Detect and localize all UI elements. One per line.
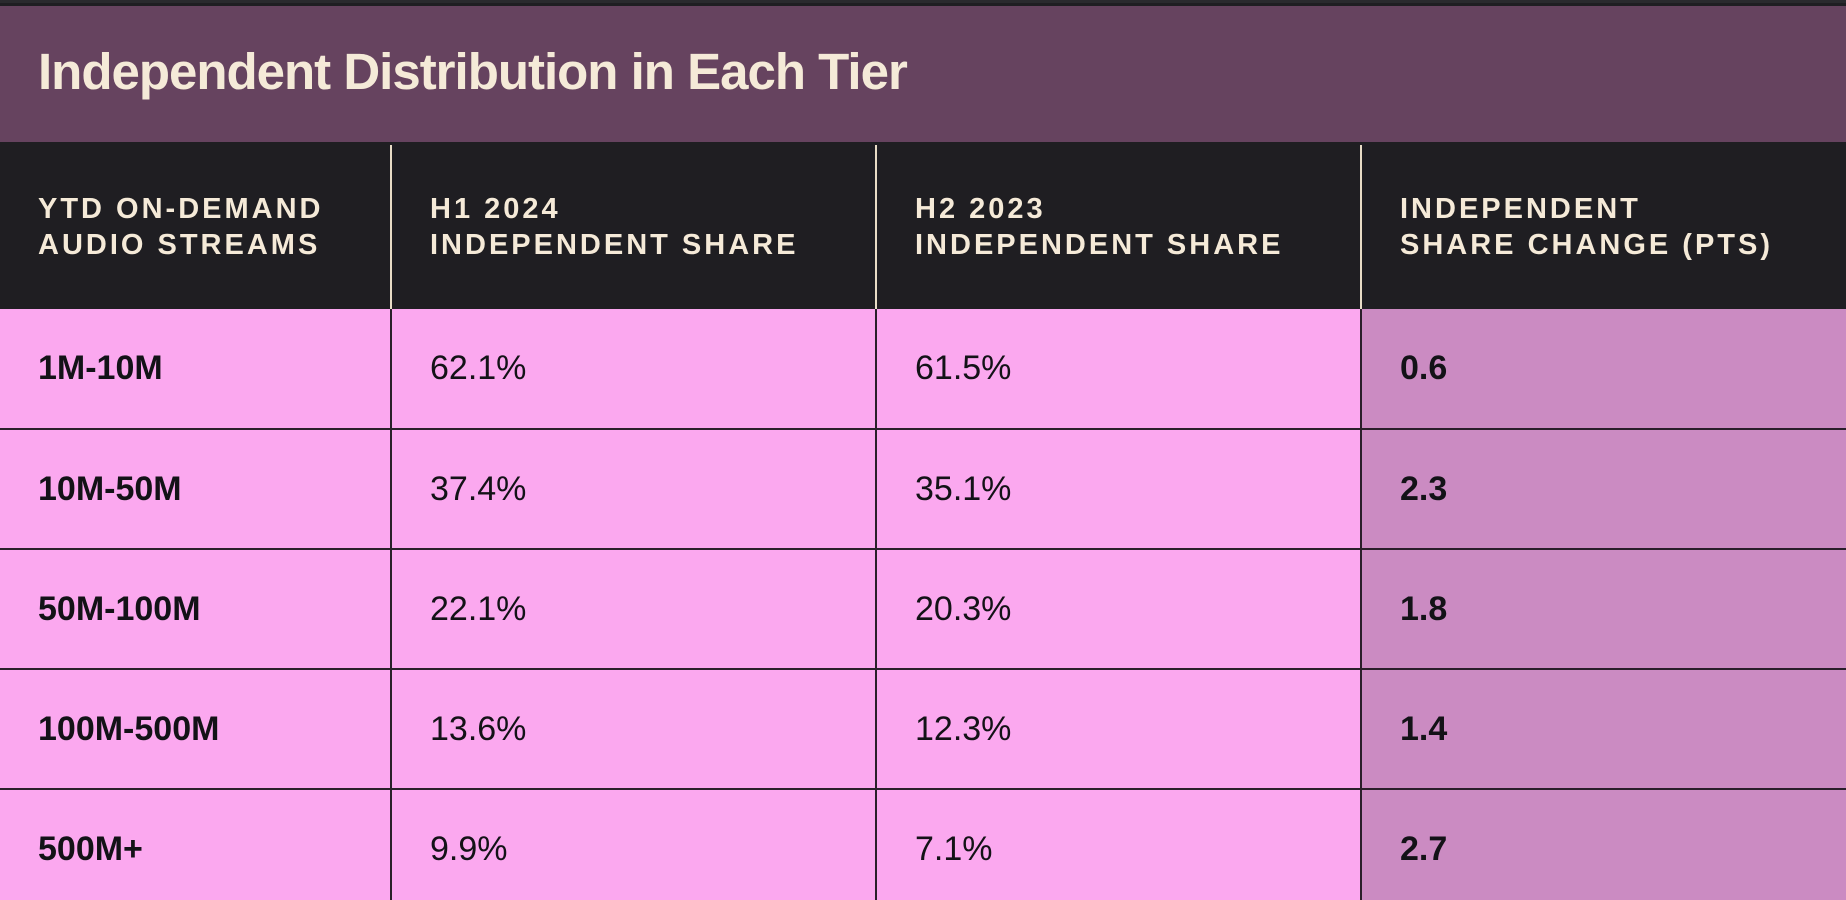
h2-2023-cell: 61.5% <box>875 309 1361 429</box>
h1-2024-cell: 62.1% <box>390 309 876 429</box>
h1-2024-cell: 37.4% <box>390 428 876 549</box>
data-table: YTD ON-DEMAND AUDIO STREAMS H1 2024 INDE… <box>0 145 1846 900</box>
table-row: 1M-10M 62.1% 61.5% 0.6 <box>0 309 1846 429</box>
header-tier-line1: YTD ON-DEMAND <box>38 193 324 225</box>
header-h1-2024-line1: H1 2024 <box>430 193 561 225</box>
title-bar: Independent Distribution in Each Tier <box>0 6 1846 142</box>
table-row: 10M-50M 37.4% 35.1% 2.3 <box>0 428 1846 549</box>
h2-2023-cell: 20.3% <box>875 548 1361 669</box>
tier-cell: 100M-500M <box>0 668 391 789</box>
table-row: 500M+ 9.9% 7.1% 2.7 <box>0 788 1846 900</box>
change-cell: 2.7 <box>1360 788 1846 900</box>
header-change-line2: SHARE CHANGE (PTS) <box>1400 229 1774 261</box>
h2-2023-cell: 12.3% <box>875 668 1361 789</box>
change-cell: 2.3 <box>1360 428 1846 549</box>
h2-2023-cell: 35.1% <box>875 428 1361 549</box>
change-cell: 1.4 <box>1360 668 1846 789</box>
header-tier-line2: AUDIO STREAMS <box>38 229 321 261</box>
header-change: INDEPENDENT SHARE CHANGE (PTS) <box>1360 145 1846 309</box>
header-change-line1: INDEPENDENT <box>1400 193 1641 225</box>
header-row: YTD ON-DEMAND AUDIO STREAMS H1 2024 INDE… <box>0 145 1846 309</box>
h1-2024-cell: 13.6% <box>390 668 876 789</box>
tier-cell: 10M-50M <box>0 428 391 549</box>
chart-title: Independent Distribution in Each Tier <box>38 42 908 100</box>
h2-2023-cell: 7.1% <box>875 788 1361 900</box>
change-cell: 1.8 <box>1360 548 1846 669</box>
header-h1-2024-line2: INDEPENDENT SHARE <box>430 229 799 261</box>
tier-cell: 500M+ <box>0 788 391 900</box>
tier-cell: 1M-10M <box>0 309 391 429</box>
h1-2024-cell: 22.1% <box>390 548 876 669</box>
header-h1-2024: H1 2024 INDEPENDENT SHARE <box>390 145 876 309</box>
header-h2-2023-line1: H2 2023 <box>915 193 1046 225</box>
tier-cell: 50M-100M <box>0 548 391 669</box>
header-h2-2023-line2: INDEPENDENT SHARE <box>915 229 1284 261</box>
change-cell: 0.6 <box>1360 309 1846 429</box>
table-row: 50M-100M 22.1% 20.3% 1.8 <box>0 548 1846 669</box>
h1-2024-cell: 9.9% <box>390 788 876 900</box>
table-row: 100M-500M 13.6% 12.3% 1.4 <box>0 668 1846 789</box>
header-h2-2023: H2 2023 INDEPENDENT SHARE <box>875 145 1361 309</box>
header-tier: YTD ON-DEMAND AUDIO STREAMS <box>0 145 391 309</box>
